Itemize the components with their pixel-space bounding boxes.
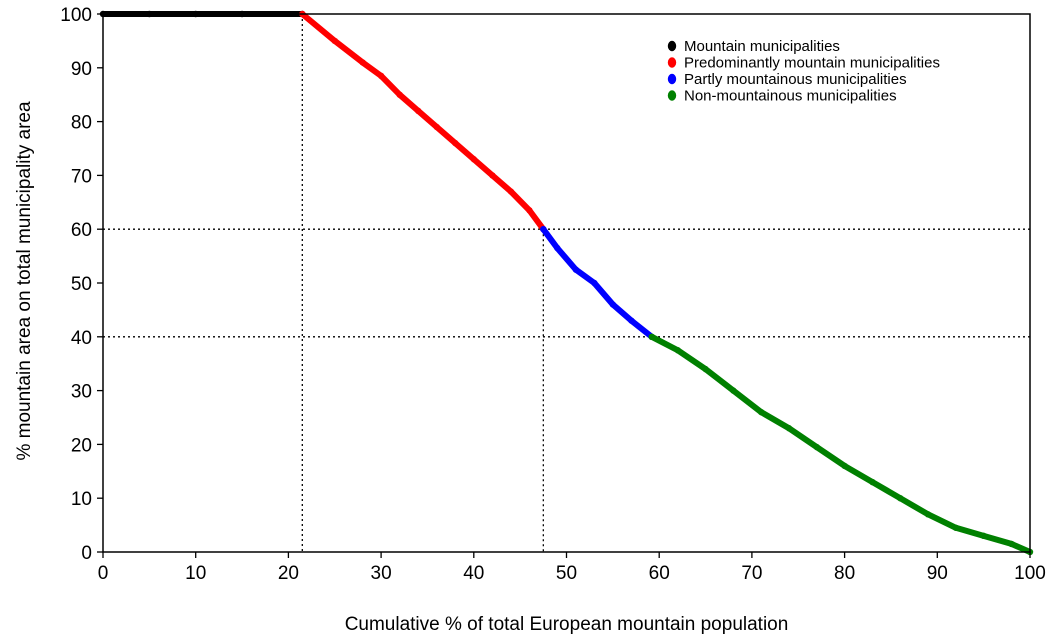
x-tick-label: 60: [649, 563, 670, 584]
data-point: [540, 226, 547, 233]
legend-entry-label: Predominantly mountain municipalities: [684, 55, 940, 72]
data-point: [730, 387, 737, 394]
data-point: [331, 37, 338, 45]
data-point: [702, 365, 709, 373]
x-tick-label: 0: [98, 563, 109, 584]
y-axis-label: % mountain area on total municipality ar…: [14, 101, 35, 461]
data-point: [591, 279, 598, 287]
data-point: [924, 511, 932, 518]
series-line-1: [299, 11, 547, 233]
data-point: [952, 524, 960, 531]
data-point: [433, 123, 440, 131]
y-tick-label: 80: [71, 113, 92, 134]
data-point: [869, 478, 876, 486]
data-point: [609, 301, 617, 308]
reference-lines: [103, 14, 1030, 552]
x-axis-ticks: 0 10 20 30 40 50 60 70 80 90 100: [98, 552, 1046, 584]
x-tick-label: 100: [1014, 563, 1046, 584]
y-tick-label: 40: [71, 328, 92, 349]
data-point: [1008, 540, 1015, 548]
data-point: [377, 72, 385, 80]
y-tick-label: 90: [71, 59, 92, 80]
data-point: [396, 91, 403, 98]
y-tick-label: 100: [60, 5, 92, 26]
data-point: [841, 462, 848, 470]
data-point: [980, 532, 987, 540]
legend-entry-label: Partly mountainous municipalities: [684, 71, 907, 88]
y-tick-label: 0: [81, 543, 92, 564]
x-tick-label: 80: [834, 563, 855, 584]
legend-entry-label: Mountain municipalities: [684, 38, 840, 55]
x-tick-label: 40: [463, 563, 484, 584]
data-point: [628, 317, 635, 324]
x-tick-label: 90: [927, 563, 948, 584]
data-point: [572, 266, 579, 273]
data-point: [554, 244, 561, 252]
y-tick-label: 10: [71, 489, 92, 510]
x-tick-label: 50: [556, 563, 577, 584]
data-point: [785, 425, 793, 432]
x-axis-label: Cumulative % of total European mountain …: [345, 614, 789, 635]
series-line-2: [540, 226, 655, 340]
x-tick-label: 10: [185, 563, 206, 584]
data-point: [452, 139, 459, 147]
data-point: [757, 408, 765, 416]
legend-entry-label: Non-mountainous municipalities: [684, 88, 897, 105]
legend-marker: [667, 57, 677, 68]
legend-marker: [667, 40, 677, 52]
data-point: [359, 59, 366, 66]
legend-marker: [667, 90, 677, 101]
data-point: [526, 207, 533, 214]
data-point: [674, 347, 681, 354]
data-point: [470, 156, 477, 163]
data-point: [813, 443, 820, 451]
data-point: [414, 107, 422, 115]
y-tick-label: 20: [71, 435, 92, 456]
legend-marker: [667, 73, 677, 85]
y-tick-label: 30: [71, 382, 92, 403]
x-tick-label: 20: [278, 563, 299, 584]
data-point: [897, 495, 904, 502]
y-tick-label: 70: [71, 166, 92, 187]
x-tick-label: 30: [371, 563, 392, 584]
y-axis-ticks: 0 10 20 30 40 50 60 70 80 90 100: [60, 5, 103, 564]
y-tick-label: 50: [71, 274, 92, 295]
data-point: [489, 172, 496, 179]
y-tick-label: 60: [71, 220, 92, 241]
data-point: [648, 333, 655, 340]
data-point: [507, 188, 515, 195]
x-tick-label: 70: [741, 563, 762, 584]
